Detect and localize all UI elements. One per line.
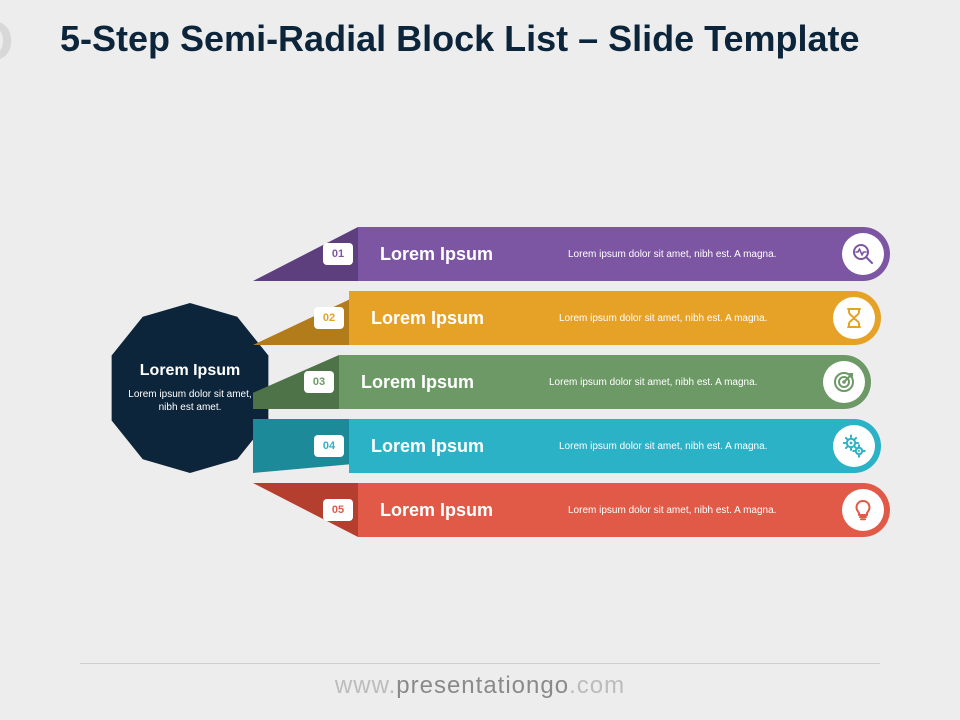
row-desc: Lorem ipsum dolor sit amet, nibh est. A … xyxy=(549,376,804,389)
row-desc: Lorem ipsum dolor sit amet, nibh est. A … xyxy=(568,504,823,517)
hub-title: Lorem Ipsum xyxy=(140,362,240,380)
footer-post: .com xyxy=(569,672,625,699)
row-number-badge: 03 xyxy=(304,371,334,393)
radial-diagram: Lorem Ipsum Lorem ipsum dolor sit amet, … xyxy=(0,200,960,580)
row-title: Lorem Ipsum xyxy=(358,500,568,521)
footer-rule xyxy=(80,663,880,664)
row-bar: Lorem Ipsum Lorem ipsum dolor sit amet, … xyxy=(349,291,881,345)
row-number-badge: 05 xyxy=(323,499,353,521)
row-title: Lorem Ipsum xyxy=(349,436,559,457)
search-pulse-icon xyxy=(842,233,884,275)
logo-fragment: O xyxy=(0,8,12,73)
row-number-badge: 02 xyxy=(314,307,344,329)
row-bar: Lorem Ipsum Lorem ipsum dolor sit amet, … xyxy=(349,419,881,473)
footer-pre: www. xyxy=(335,672,396,699)
row-number-badge: 04 xyxy=(314,435,344,457)
row-bar: Lorem Ipsum Lorem ipsum dolor sit amet, … xyxy=(358,227,890,281)
row-desc: Lorem ipsum dolor sit amet, nibh est. A … xyxy=(568,248,823,261)
row-title: Lorem Ipsum xyxy=(349,308,559,329)
slide-title: 5-Step Semi-Radial Block List – Slide Te… xyxy=(60,18,920,59)
footer-mid: presentationgo xyxy=(396,672,569,699)
bulb-icon xyxy=(842,489,884,531)
row-number-badge: 01 xyxy=(323,243,353,265)
row-bar: Lorem Ipsum Lorem ipsum dolor sit amet, … xyxy=(339,355,871,409)
gears-icon xyxy=(833,425,875,467)
row-desc: Lorem ipsum dolor sit amet, nibh est. A … xyxy=(559,312,814,325)
hourglass-icon xyxy=(833,297,875,339)
hub-desc: Lorem ipsum dolor sit amet, nibh est ame… xyxy=(123,388,257,414)
footer-url: www.presentationgo.com xyxy=(0,672,960,700)
hub-polygon: Lorem Ipsum Lorem ipsum dolor sit amet, … xyxy=(105,303,275,473)
row-title: Lorem Ipsum xyxy=(358,244,568,265)
target-icon xyxy=(823,361,865,403)
row-bar: Lorem Ipsum Lorem ipsum dolor sit amet, … xyxy=(358,483,890,537)
row-desc: Lorem ipsum dolor sit amet, nibh est. A … xyxy=(559,440,814,453)
row-title: Lorem Ipsum xyxy=(339,372,549,393)
